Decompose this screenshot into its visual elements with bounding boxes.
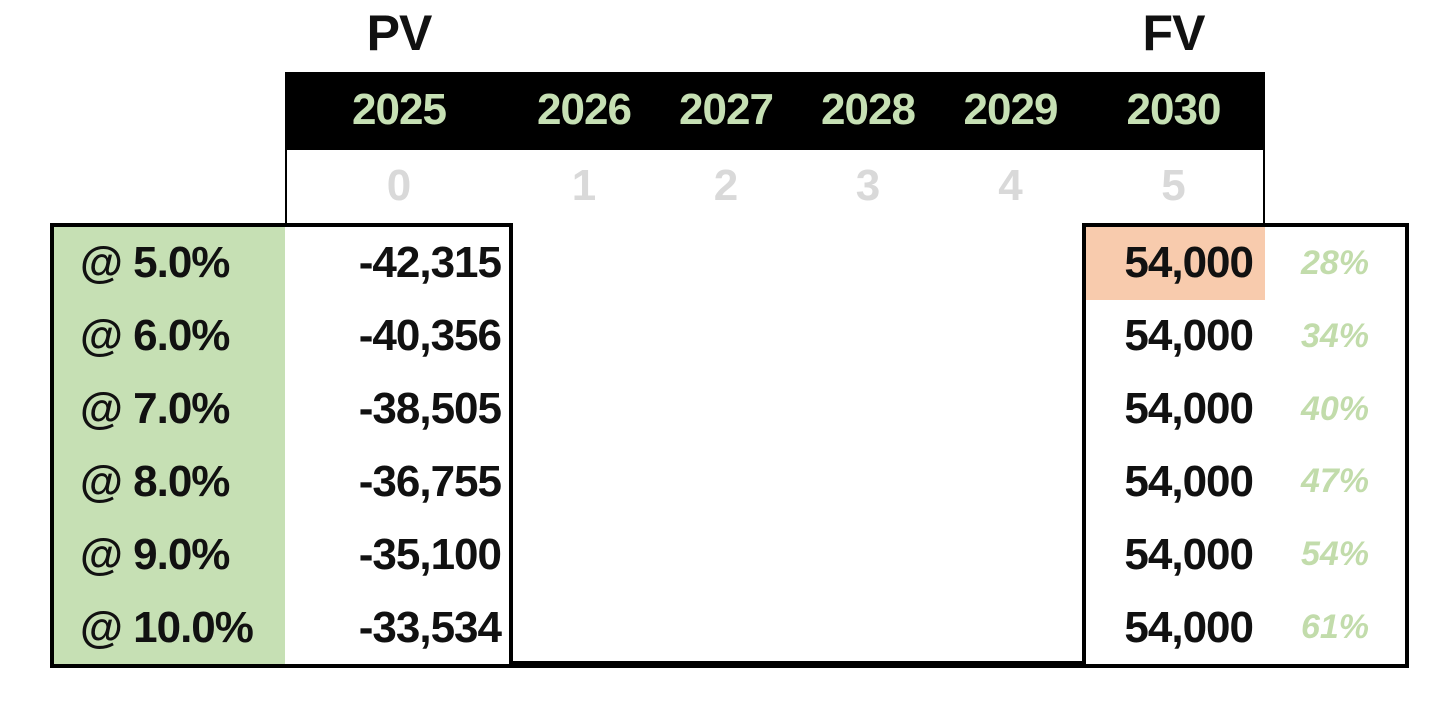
table-row: 54,000 28% (1086, 227, 1405, 300)
period-4: 4 (998, 161, 1023, 210)
return-percent: 54% (1300, 535, 1370, 574)
discount-rate-pv-table: @ 5.0% -42,315 @ 6.0% -40,356 @ 7.0% -38… (50, 223, 513, 668)
fv-value: 54,000 (1124, 311, 1254, 361)
pv-value: -42,315 (358, 238, 502, 288)
pv-value: -38,505 (358, 384, 502, 434)
year-2030: 2030 (1126, 85, 1222, 134)
rate-label: @ 9.0% (54, 518, 285, 592)
table-row: @ 7.0% -38,505 (54, 372, 509, 446)
table-row: @ 9.0% -35,100 (54, 518, 509, 592)
return-percent: 47% (1300, 462, 1370, 501)
return-percent: 61% (1300, 608, 1370, 647)
table-row: 54,000 61% (1086, 591, 1405, 664)
rate-label: @ 8.0% (54, 445, 285, 519)
pv-value: -35,100 (358, 529, 502, 579)
table-row: @ 6.0% -40,356 (54, 299, 509, 373)
year-2026: 2026 (537, 85, 632, 134)
period-1: 1 (571, 161, 597, 210)
period-3: 3 (855, 161, 881, 210)
table-row: @ 10.0% -33,534 (54, 591, 509, 664)
fv-value: 54,000 (1124, 602, 1254, 652)
fv-value: 54,000 (1124, 384, 1254, 434)
year-2027: 2027 (679, 85, 774, 134)
period-0: 0 (386, 161, 412, 210)
period-5: 5 (1161, 161, 1186, 210)
period-number-row: 0 1 2 3 4 5 (285, 152, 1265, 220)
year-header-bar: 2025 2026 2027 2028 2029 2030 (285, 72, 1265, 148)
year-2025: 2025 (352, 85, 447, 134)
return-percent: 28% (1300, 243, 1370, 282)
pv-value: -40,356 (358, 311, 502, 361)
pv-label: PV (366, 5, 433, 61)
rate-label: @ 10.0% (54, 591, 285, 664)
rate-label: @ 6.0% (54, 299, 285, 373)
table-row: 54,000 34% (1086, 300, 1405, 373)
table-row: @ 5.0% -42,315 (54, 227, 509, 300)
future-value-table: 54,000 28% 54,000 34% 54,000 40% 54,000 … (1082, 223, 1409, 668)
table-row: 54,000 54% (1086, 518, 1405, 591)
return-percent: 34% (1300, 316, 1370, 355)
rate-label: @ 5.0% (54, 227, 285, 300)
year-2028: 2028 (821, 85, 916, 134)
fv-value: 54,000 (1124, 456, 1254, 506)
table-row: @ 8.0% -36,755 (54, 445, 509, 519)
table-row: 54,000 47% (1086, 445, 1405, 518)
return-percent: 40% (1300, 389, 1370, 428)
year-2029: 2029 (963, 85, 1059, 134)
table-row: 54,000 40% (1086, 373, 1405, 446)
period-2: 2 (713, 161, 739, 210)
rate-label: @ 7.0% (54, 372, 285, 446)
pv-value: -33,534 (358, 602, 502, 652)
fv-value: 54,000 (1086, 227, 1265, 300)
fv-value: 54,000 (1124, 529, 1254, 579)
fv-label: FV (1142, 5, 1206, 61)
pv-value: -36,755 (358, 456, 502, 506)
bottom-rule (50, 662, 1409, 668)
